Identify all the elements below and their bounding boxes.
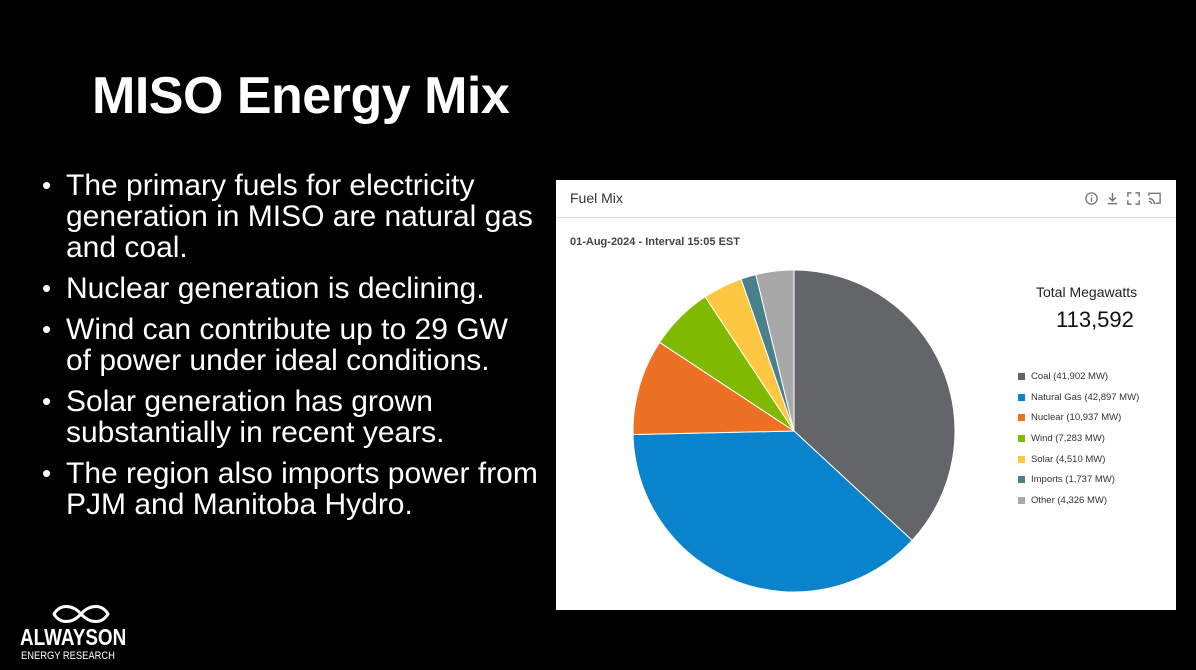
bullet-text: Solar generation has grown substantially… (66, 385, 445, 449)
legend-label: Wind (7,283 MW) (1031, 432, 1105, 444)
legend-item[interactable]: Coal (41,902 MW) (1018, 366, 1139, 387)
bullet-text: The region also imports power from PJM a… (66, 457, 538, 521)
bullet-text: Wind can contribute up to 29 GW of power… (66, 313, 508, 377)
bullet-text: The primary fuels for electricity genera… (66, 169, 533, 264)
fuel-mix-panel: Fuel Mix 01-Aug-2024 - Interval 15:05 ES… (556, 180, 1176, 610)
bullet-item: • Wind can contribute up to 29 GW of powe… (40, 314, 540, 376)
pie-slice-other[interactable] (755, 269, 795, 432)
total-megawatts-label: Total Megawatts (1036, 284, 1138, 300)
infinity-logo-icon (52, 605, 110, 623)
legend-item[interactable]: Wind (7,283 MW) (1018, 428, 1139, 449)
bullet-item: • The region also imports power from PJM … (40, 458, 540, 520)
legend-label: Solar (4,510 MW) (1031, 453, 1106, 465)
interval-label: 01-Aug-2024 - Interval 15:05 EST (570, 236, 740, 248)
legend-swatch (1018, 414, 1025, 422)
legend-item[interactable]: Natural Gas (42,897 MW) (1018, 387, 1139, 408)
legend-swatch (1018, 496, 1025, 504)
bullet-list: • The primary fuels for electricity gener… (40, 170, 540, 530)
logo-wordmark: ALWAYSON (20, 624, 127, 650)
legend-item[interactable]: Imports (1,737 MW) (1018, 469, 1139, 490)
legend-swatch (1018, 476, 1025, 484)
pie-slice-natural[interactable] (632, 430, 913, 593)
legend-label: Natural Gas (42,897 MW) (1031, 391, 1140, 403)
legend-label: Other (4,326 MW) (1031, 494, 1108, 506)
legend-label: Nuclear (10,937 MW) (1031, 412, 1122, 424)
slide-title: MISO Energy Mix (92, 67, 510, 125)
bullet-dot: • (42, 273, 52, 303)
bullet-dot: • (42, 386, 52, 416)
bullet-item: • The primary fuels for electricity gener… (40, 170, 540, 263)
legend-label: Imports (1,737 MW) (1031, 474, 1115, 486)
legend-item[interactable]: Nuclear (10,937 MW) (1018, 407, 1139, 428)
chart-legend: Coal (41,902 MW) Natural Gas (42,897 MW) N… (1018, 366, 1139, 511)
download-icon[interactable] (1105, 191, 1120, 206)
legend-swatch (1018, 393, 1025, 401)
legend-item[interactable]: Other (4,326 MW) (1018, 490, 1139, 511)
legend-swatch (1018, 372, 1025, 380)
panel-header: Fuel Mix (556, 180, 1176, 218)
bullet-item: • Nuclear generation is declining. (40, 273, 540, 304)
bullet-item: • Solar generation has grown substantiall… (40, 386, 540, 448)
legend-swatch (1018, 455, 1025, 463)
bullet-dot: • (42, 170, 52, 200)
legend-swatch (1018, 434, 1025, 442)
legend-item[interactable]: Solar (4,510 MW) (1018, 449, 1139, 470)
info-icon[interactable] (1084, 191, 1099, 206)
legend-label: Coal (41,902 MW) (1031, 370, 1109, 382)
bullet-text: Nuclear generation is declining. (66, 272, 485, 305)
fuel-mix-pie-chart (632, 269, 956, 593)
bullet-dot: • (42, 314, 52, 344)
pie-slice-coal[interactable] (793, 269, 956, 542)
panel-toolbar (1084, 191, 1162, 206)
pie-slice-nuclear[interactable] (632, 341, 796, 436)
cast-icon[interactable] (1147, 191, 1162, 206)
fullscreen-icon[interactable] (1126, 191, 1141, 206)
total-megawatts-value: 113,592 (1056, 307, 1134, 332)
company-logo: ALWAYSON ENERGY RESEARCH (20, 600, 140, 666)
panel-title: Fuel Mix (570, 190, 623, 206)
logo-tagline: ENERGY RESEARCH (21, 650, 115, 662)
bullet-dot: • (42, 458, 52, 488)
